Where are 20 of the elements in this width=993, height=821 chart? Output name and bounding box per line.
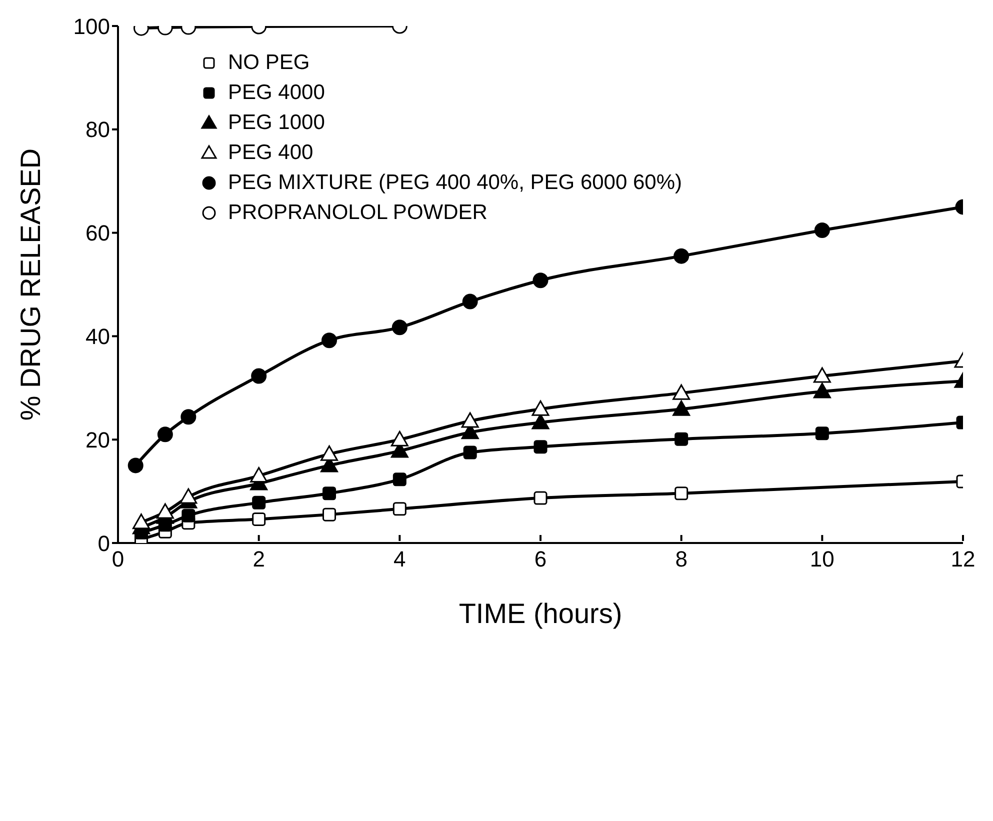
- y-axis-title: % DRUG RELEASED: [14, 148, 46, 421]
- y-tick-label: 80: [86, 117, 110, 142]
- x-tick-label: 4: [394, 546, 406, 572]
- legend-label: PEG MIXTURE (PEG 400 40%, PEG 6000 60%): [228, 170, 682, 196]
- y-tick-label: 60: [86, 220, 110, 246]
- x-tick-label: 6: [534, 546, 547, 572]
- legend-label: PROPRANOLOL POWDER: [228, 200, 488, 226]
- y-tick-label: 0: [98, 530, 110, 556]
- y-tick-label: 100: [73, 14, 110, 39]
- y-tick-label: 40: [86, 324, 110, 350]
- legend-label: PEG 4000: [228, 80, 325, 106]
- x-tick-label: 12: [950, 546, 976, 572]
- legend-label: PEG 400: [228, 140, 314, 166]
- x-tick-label: 10: [810, 546, 834, 572]
- x-axis-title: TIME (hours): [458, 598, 622, 629]
- legend-label: PEG 1000: [228, 110, 325, 136]
- y-tick-label: 20: [86, 427, 110, 452]
- x-tick-label: 2: [252, 546, 265, 572]
- legend-label: NO PEG: [228, 50, 310, 76]
- x-tick-label: 8: [675, 546, 688, 572]
